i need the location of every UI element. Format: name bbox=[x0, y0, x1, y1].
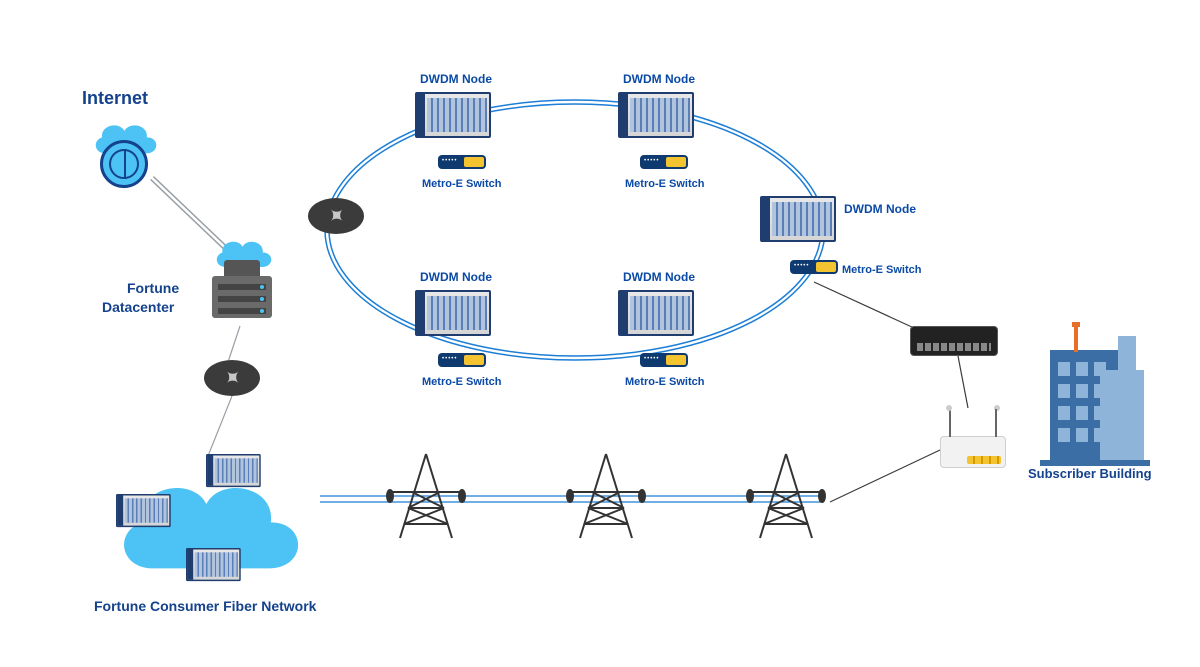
fiber-dwdm-0-icon bbox=[206, 454, 261, 487]
dwdm-bottom-right-metro-switch-icon: ••••• bbox=[640, 353, 688, 367]
dwdm-bottom-left-metro-switch-icon: ••••• bbox=[438, 353, 486, 367]
cpe-router-icon bbox=[940, 436, 1006, 468]
dwdm-top-left-metro-label: Metro-E Switch bbox=[422, 178, 501, 190]
dwdm-top-right-metro-switch-icon: ••••• bbox=[640, 155, 688, 169]
fortune-dc-label-line1: Fortune bbox=[127, 280, 179, 296]
dwdm-top-right-label: DWDM Node bbox=[623, 72, 695, 86]
dwdm-right-label: DWDM Node bbox=[844, 202, 916, 216]
dwdm-bottom-left-icon bbox=[415, 290, 491, 336]
dwdm-top-right-metro-label: Metro-E Switch bbox=[625, 178, 704, 190]
dwdm-bottom-left-label: DWDM Node bbox=[420, 270, 492, 284]
fiber-dwdm-2-icon bbox=[186, 548, 241, 581]
dwdm-bottom-right-label: DWDM Node bbox=[623, 270, 695, 284]
dwdm-right-metro-switch-icon: ••••• bbox=[790, 260, 838, 274]
fiber-dwdm-1-icon bbox=[116, 494, 171, 527]
edge-switch-icon bbox=[910, 326, 998, 356]
dwdm-top-left-icon bbox=[415, 92, 491, 138]
dwdm-right-icon bbox=[760, 196, 836, 242]
router-ring-icon bbox=[308, 198, 364, 234]
datacenter-icon bbox=[212, 256, 272, 322]
globe-icon bbox=[100, 140, 148, 188]
dwdm-top-right-icon bbox=[618, 92, 694, 138]
dwdm-bottom-left-metro-label: Metro-E Switch bbox=[422, 376, 501, 388]
diagram-stage: { "canvas": { "width": 1200, "height": 6… bbox=[0, 0, 1200, 667]
dwdm-bottom-right-metro-label: Metro-E Switch bbox=[625, 376, 704, 388]
router-dc-icon bbox=[204, 360, 260, 396]
dwdm-right-metro-label: Metro-E Switch bbox=[842, 264, 921, 276]
dwdm-top-left-label: DWDM Node bbox=[420, 72, 492, 86]
dwdm-bottom-right-icon bbox=[618, 290, 694, 336]
dwdm-top-left-metro-switch-icon: ••••• bbox=[438, 155, 486, 169]
fortune-dc-label-line2: Datacenter bbox=[102, 299, 174, 315]
subscriber-building-icon bbox=[1040, 320, 1150, 475]
internet-label: Internet bbox=[82, 88, 148, 109]
